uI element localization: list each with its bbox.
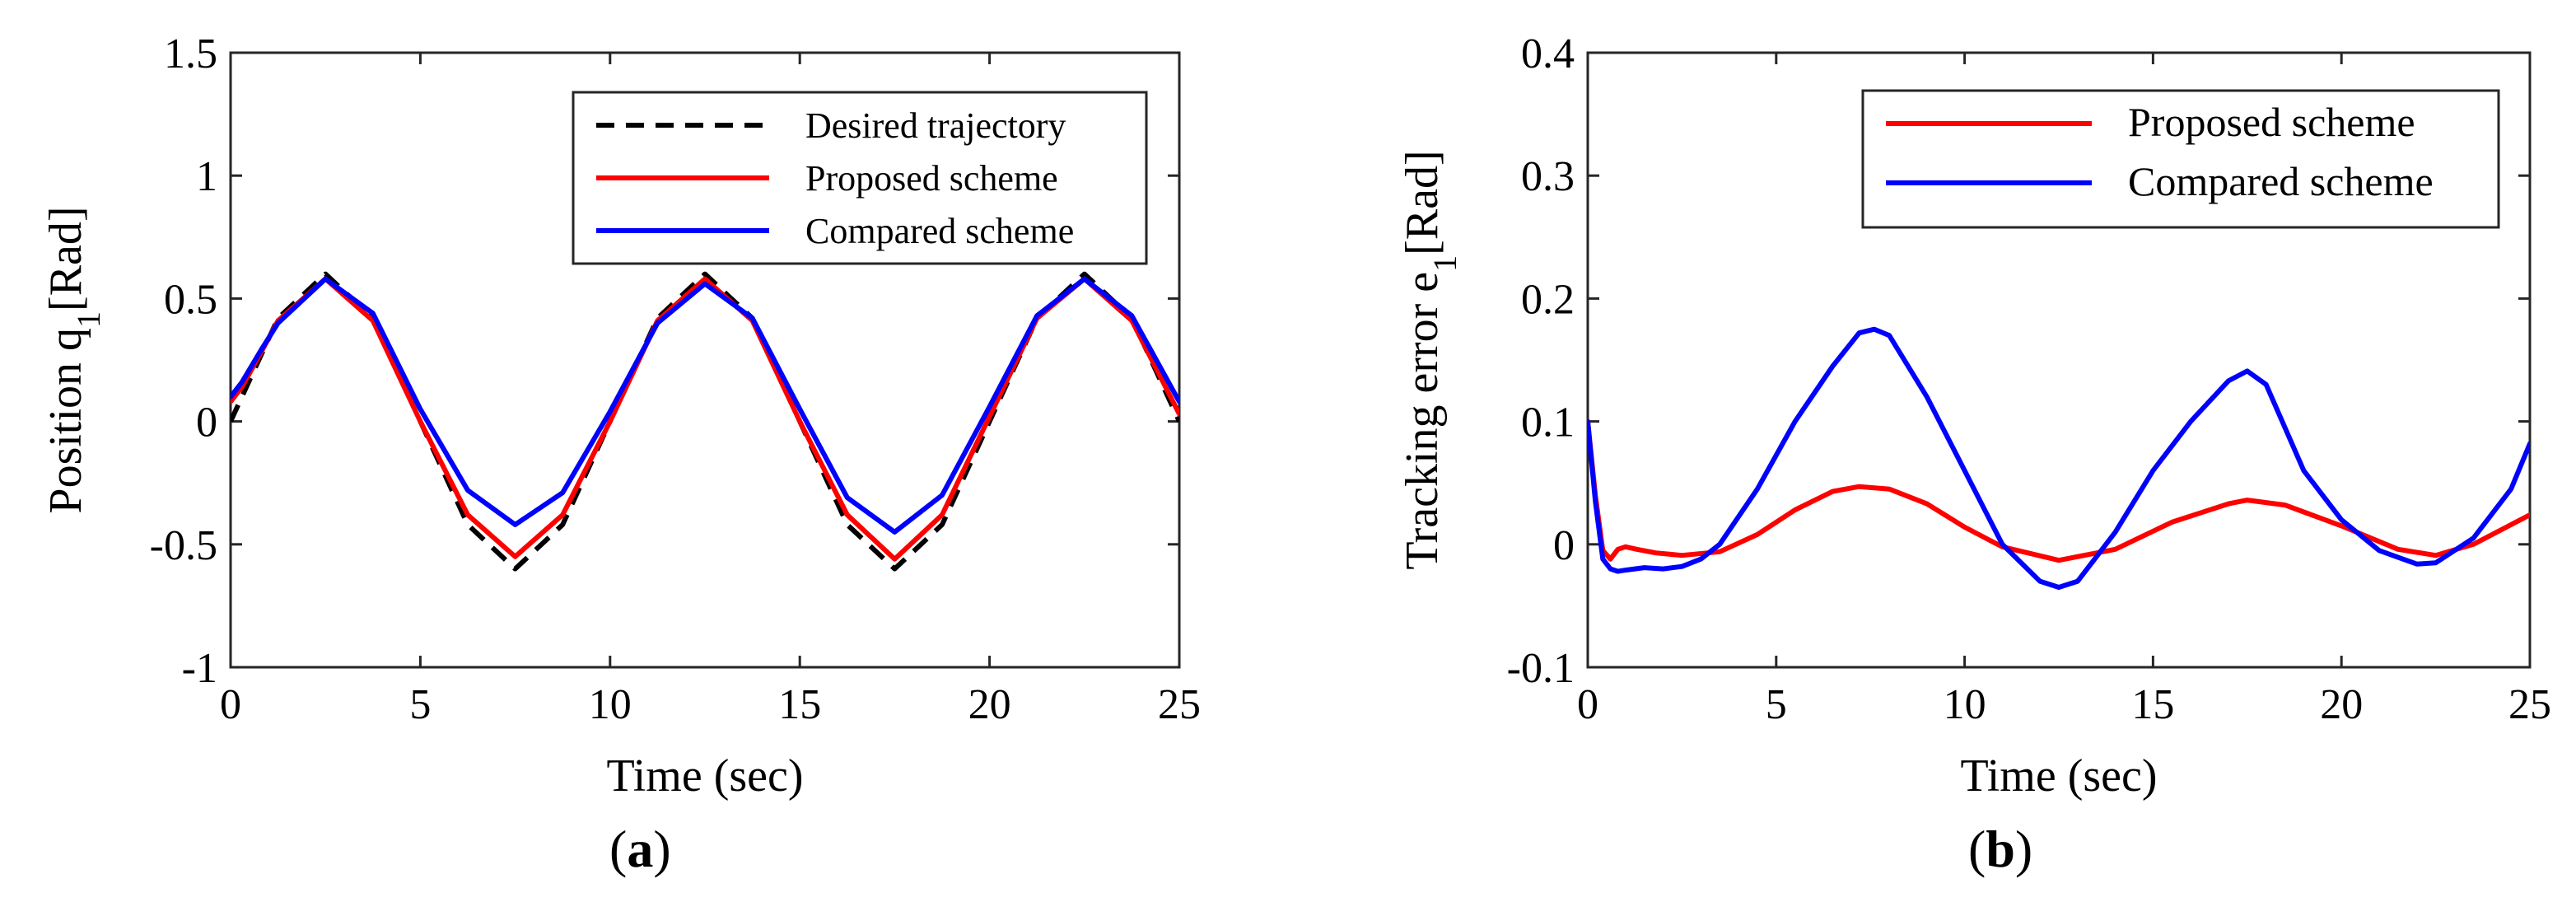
legend-label-a-0: Desired trajectory	[805, 105, 1066, 146]
y-tick-label-a: 0.5	[164, 276, 217, 323]
legend-label-a-2: Compared scheme	[805, 211, 1074, 251]
x-tick-label-a: 20	[968, 681, 1011, 728]
y-tick-label-b: 0.2	[1521, 276, 1575, 323]
y-tick-label-b: 0.3	[1521, 153, 1575, 200]
legend-box-b	[1861, 89, 2500, 229]
caption-close-b: )	[2015, 820, 2032, 878]
caption-letter-a: a	[627, 820, 653, 878]
y-axis-label-unit-a: [Rad]	[40, 206, 91, 311]
panel-caption-b: (b)	[1968, 820, 2032, 878]
x-tick-label-b: 10	[1944, 681, 1986, 728]
x-axis-label-a: Time (sec)	[606, 750, 803, 802]
x-tick-label-b: 20	[2320, 681, 2363, 728]
y-tick-label-b: 0.4	[1521, 30, 1575, 77]
y-tick-label-b: -0.1	[1507, 645, 1575, 692]
x-tick-label-a: 0	[220, 681, 241, 728]
y-axis-label-sub-b: 1	[1426, 255, 1463, 272]
y-axis-label-unit-b: [Rad]	[1397, 150, 1448, 255]
caption-open-b: (	[1968, 820, 1986, 878]
x-tick-label-a: 5	[409, 681, 431, 728]
legend-label-b-1: Compared scheme	[2128, 158, 2434, 204]
x-tick-label-a: 15	[778, 681, 821, 728]
series-line-b-1	[1588, 326, 2530, 590]
y-axis-label-main-b: Tracking error e	[1397, 272, 1448, 570]
y-tick-label-b: 0	[1553, 522, 1575, 569]
x-tick-label-a: 25	[1158, 681, 1201, 728]
x-axis-label-b: Time (sec)	[1960, 750, 2157, 802]
y-axis-label-b: Tracking error e1[Rad]	[1397, 150, 1463, 569]
legend-label-b-0: Proposed scheme	[2128, 99, 2415, 145]
panel-a-chart: 0 5 10 15 20 25 -1 -0.5 0 0.5 1 1.5 Desired trajecto…	[40, 30, 1201, 878]
x-tick-label-b: 5	[1766, 681, 1787, 728]
x-tick-label-b: 25	[2508, 681, 2551, 728]
series-line-a-2	[231, 276, 1179, 535]
x-tick-label-a: 10	[589, 681, 632, 728]
y-axis-label-main-a: Position q	[40, 328, 91, 514]
caption-letter-b: b	[1986, 820, 2015, 878]
y-axis-label-sub-a: 1	[70, 311, 107, 328]
y-tick-label-a: -1	[182, 645, 217, 692]
caption-open-a: (	[609, 820, 627, 878]
y-tick-label-b: 0.1	[1521, 400, 1575, 446]
caption-close-a: )	[653, 820, 670, 878]
series-line-b-0	[1588, 418, 2530, 563]
panel-caption-a: (a)	[609, 820, 671, 878]
y-tick-label-a: -0.5	[150, 522, 217, 569]
x-tick-label-b: 15	[2131, 681, 2174, 728]
x-tick-label-b: 0	[1577, 681, 1598, 728]
legend-label-a-1: Proposed scheme	[805, 158, 1058, 199]
y-tick-label-a: 0	[196, 400, 217, 446]
y-tick-label-a: 1.5	[164, 30, 217, 77]
y-tick-label-a: 1	[196, 153, 217, 200]
y-axis-label-a: Position q1[Rad]	[40, 206, 107, 513]
